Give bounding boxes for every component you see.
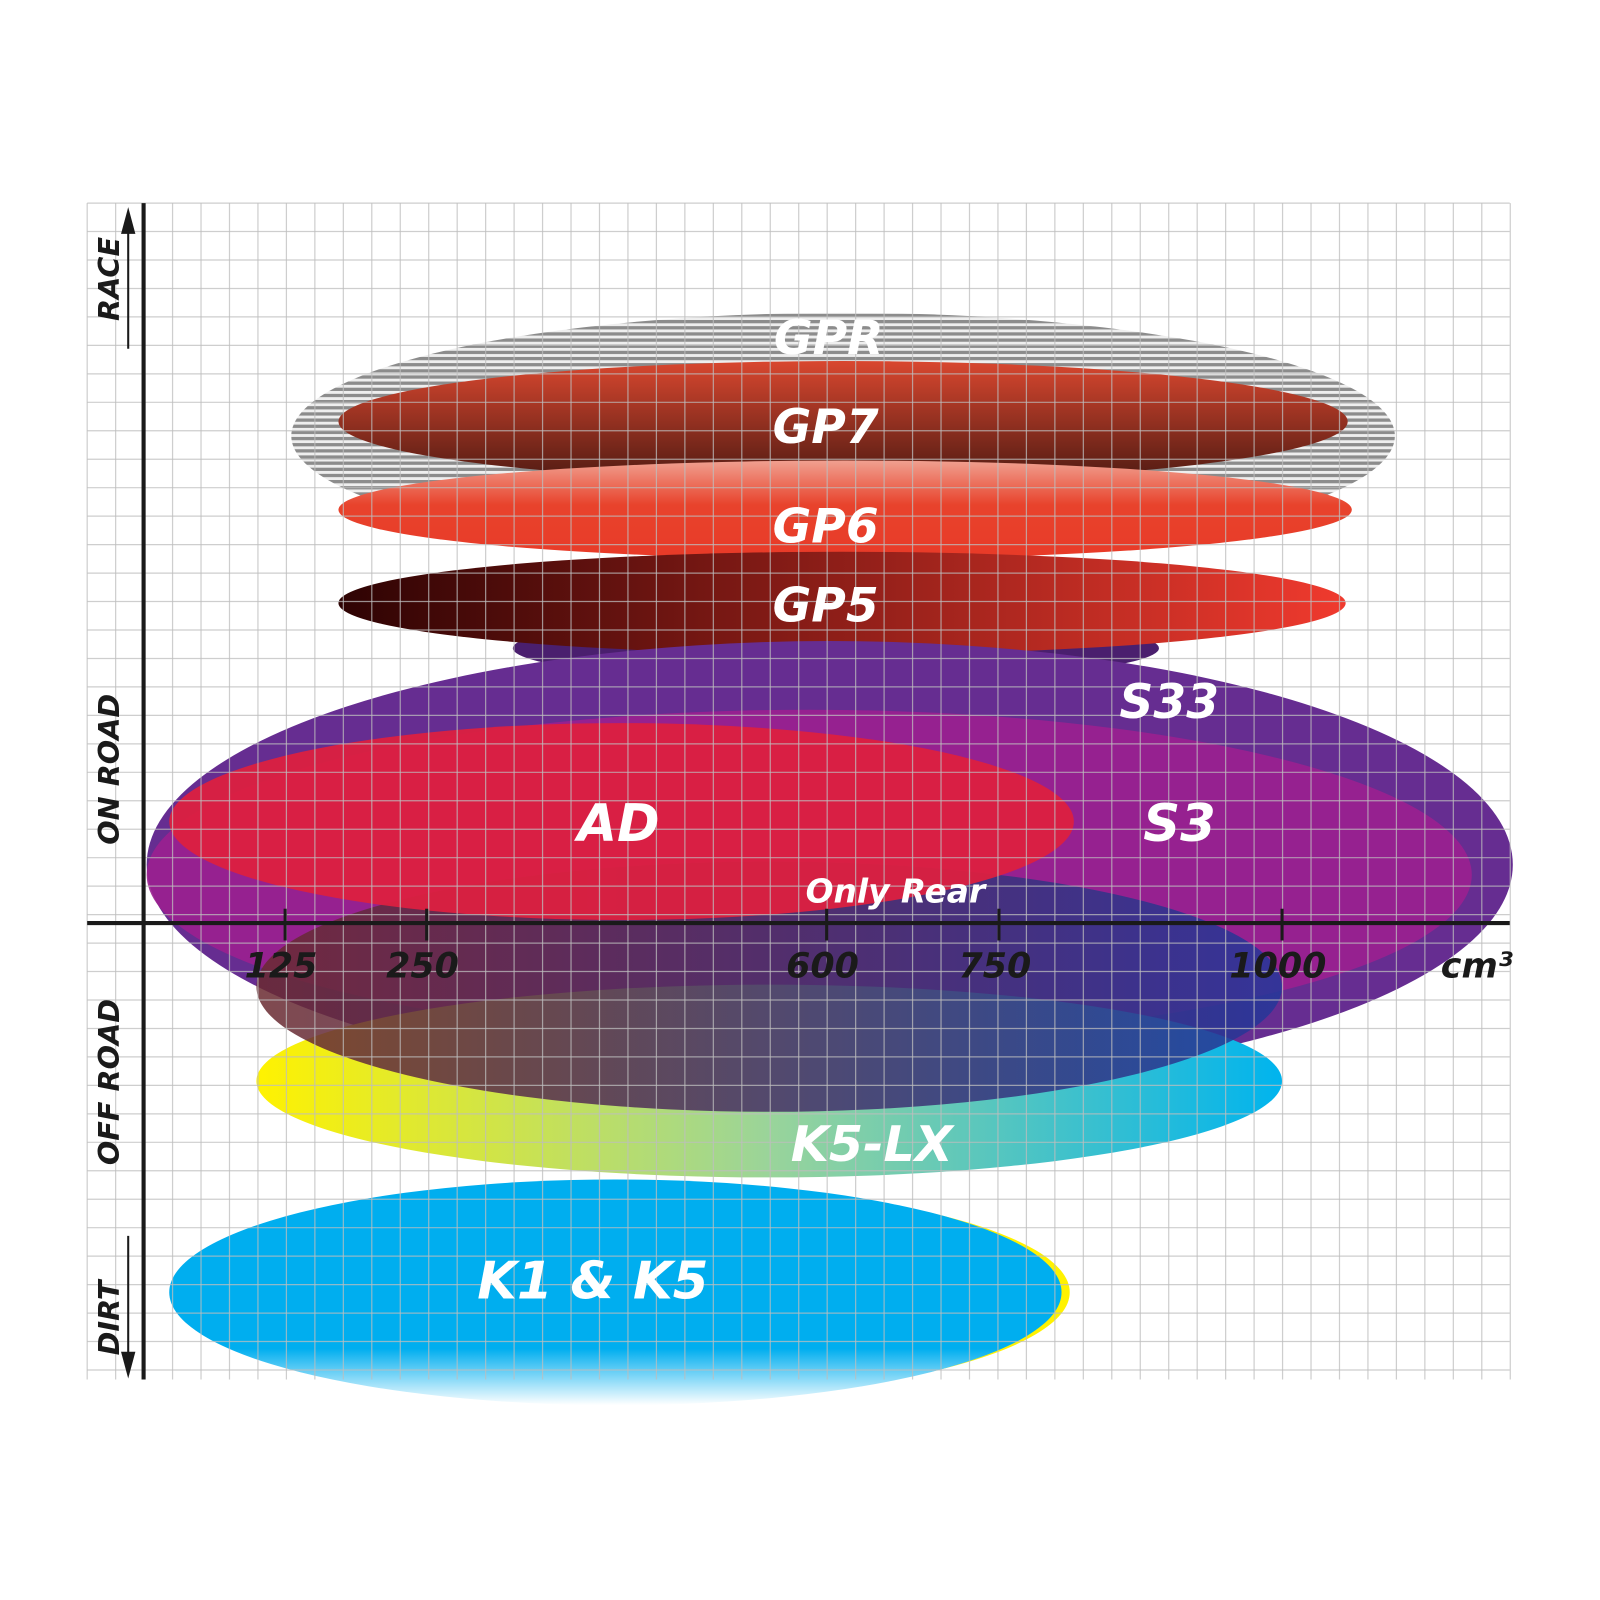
y-axis-label-off-road: OFF ROAD — [92, 999, 126, 1165]
label-gp6: GP6 — [773, 500, 879, 555]
label-k1-k5: K1 & K5 — [477, 1251, 708, 1311]
label-only-rear: Only Rear — [806, 873, 987, 911]
y-axis-label-on-road: ON ROAD — [92, 694, 126, 845]
label-gp5: GP5 — [773, 579, 879, 634]
x-tick-label: 250 — [386, 946, 459, 986]
label-k5-lx: K5-LX — [791, 1115, 955, 1173]
y-axis-label-race: RACE — [92, 237, 126, 321]
x-tick-label: 125 — [245, 946, 318, 986]
label-ad: AD — [573, 794, 659, 854]
up-arrow-icon — [121, 207, 136, 234]
label-gpr: GPR — [774, 311, 884, 366]
ellipse-gp6 — [338, 460, 1352, 559]
down-arrow-icon — [121, 1351, 136, 1379]
label-s3: S3 — [1143, 794, 1216, 854]
x-tick-label: 1000 — [1229, 946, 1326, 986]
label-gp7: GP7 — [773, 400, 879, 455]
ellipse-k1-k5 — [169, 1179, 1062, 1406]
ellipse-gp7 — [338, 361, 1348, 483]
x-axis-unit: cm³ — [1441, 946, 1513, 986]
ellipse-gp5 — [338, 551, 1346, 655]
label-s33: S33 — [1119, 675, 1219, 730]
y-axis-label-dirt: DIRT — [92, 1278, 126, 1355]
x-tick-label: 750 — [958, 946, 1031, 986]
x-tick-label: 600 — [786, 946, 859, 986]
